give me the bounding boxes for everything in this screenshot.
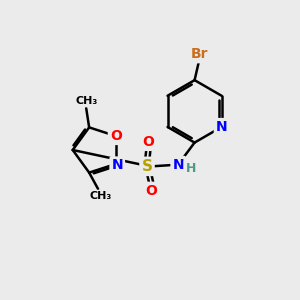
Text: S: S — [142, 159, 152, 174]
Text: H: H — [185, 162, 196, 175]
Text: O: O — [142, 135, 154, 149]
Text: N: N — [172, 158, 184, 172]
Text: O: O — [146, 184, 158, 198]
Text: N: N — [216, 120, 227, 134]
Text: O: O — [110, 129, 122, 143]
Text: N: N — [111, 158, 123, 172]
Text: CH₃: CH₃ — [75, 96, 97, 106]
Text: CH₃: CH₃ — [90, 191, 112, 201]
Text: Br: Br — [190, 47, 208, 61]
